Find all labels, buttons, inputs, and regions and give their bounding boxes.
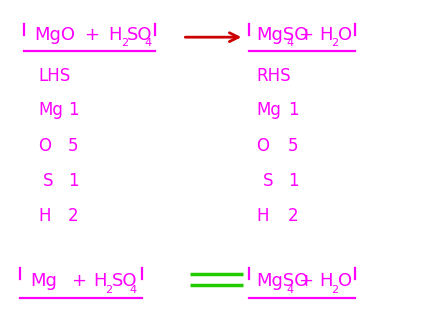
- Text: S: S: [263, 172, 273, 190]
- Text: 4: 4: [286, 285, 293, 294]
- Text: S: S: [43, 172, 54, 190]
- Text: O: O: [338, 272, 351, 290]
- Text: 4: 4: [286, 38, 293, 48]
- Text: +: +: [71, 272, 86, 290]
- Text: H: H: [256, 207, 268, 225]
- Text: +: +: [298, 26, 313, 44]
- Text: Mg: Mg: [30, 272, 57, 290]
- Text: 2: 2: [105, 285, 112, 294]
- Text: Mg: Mg: [256, 101, 281, 119]
- Text: O: O: [256, 137, 269, 155]
- Text: O: O: [38, 137, 51, 155]
- Text: H: H: [319, 26, 333, 44]
- Text: 2: 2: [331, 285, 339, 294]
- Text: 5: 5: [288, 137, 299, 155]
- Text: 4: 4: [129, 285, 136, 294]
- Text: Mg: Mg: [38, 101, 63, 119]
- Text: 2: 2: [331, 38, 339, 48]
- Text: 4: 4: [145, 38, 152, 48]
- Text: +: +: [298, 272, 313, 290]
- Text: SO: SO: [127, 26, 153, 44]
- Text: RHS: RHS: [256, 67, 291, 85]
- Text: H: H: [93, 272, 107, 290]
- Text: 1: 1: [68, 172, 78, 190]
- Text: H: H: [38, 207, 50, 225]
- Text: H: H: [108, 26, 122, 44]
- Text: MgO: MgO: [34, 26, 75, 44]
- Text: +: +: [84, 26, 99, 44]
- Text: O: O: [338, 26, 351, 44]
- Text: SO: SO: [112, 272, 137, 290]
- Text: 2: 2: [288, 207, 299, 225]
- Text: LHS: LHS: [38, 67, 70, 85]
- Text: 1: 1: [288, 172, 299, 190]
- Text: 2: 2: [68, 207, 78, 225]
- Text: 1: 1: [288, 101, 299, 119]
- Text: 1: 1: [68, 101, 78, 119]
- Text: MgSO: MgSO: [256, 26, 308, 44]
- Text: MgSO: MgSO: [256, 272, 308, 290]
- Text: 5: 5: [68, 137, 78, 155]
- Text: 2: 2: [121, 38, 128, 48]
- Text: H: H: [319, 272, 333, 290]
